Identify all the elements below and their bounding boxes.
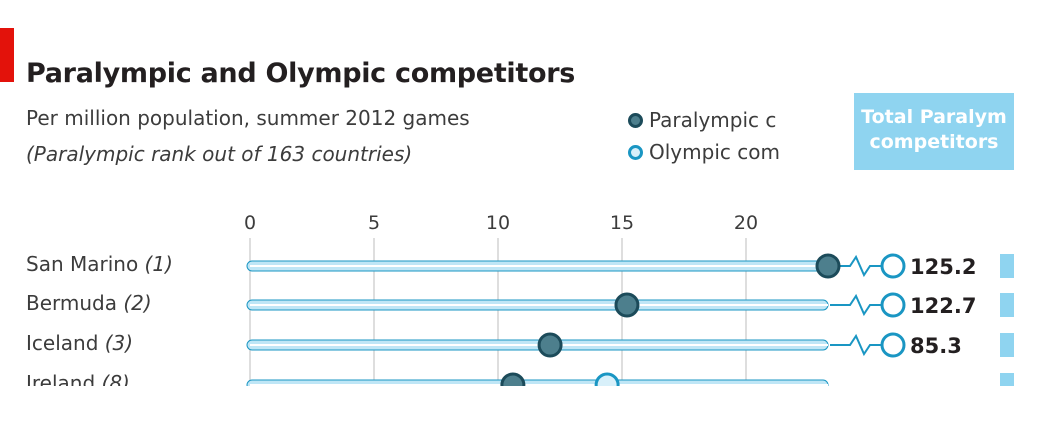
x-tick-label-5: 5 — [368, 212, 380, 234]
country-name: San Marino — [26, 252, 145, 276]
brand-red-tag — [0, 28, 14, 82]
legend-label-olympic: Olympic com — [649, 140, 780, 164]
total-paralympic-header: Total Paralym competitors — [854, 93, 1014, 170]
total-bar-2 — [1000, 333, 1014, 357]
x-tick-label-20: 20 — [734, 212, 758, 234]
country-rank: (3) — [104, 331, 134, 355]
axis-break-0 — [830, 254, 883, 278]
legend-item-olympic: Olympic com — [628, 136, 806, 168]
olympic-value-label-1: 122.7 — [910, 294, 976, 318]
total-bar-1 — [1000, 293, 1014, 317]
x-tick-label-10: 10 — [486, 212, 510, 234]
category-label-1: Bermuda (2) — [26, 291, 152, 315]
country-name: Bermuda — [26, 291, 124, 315]
country-rank: (2) — [123, 291, 152, 315]
category-label-2: Iceland (3) — [26, 331, 133, 355]
x-tick-label-15: 15 — [610, 212, 634, 234]
legend: Paralympic c Olympic com — [628, 104, 806, 170]
olympic-value-label-0: 125.2 — [910, 255, 976, 279]
total-bar-0 — [1000, 254, 1014, 278]
chart-title: Paralympic and Olympic competitors — [26, 58, 576, 89]
chart-subtitle-rank-note: (Paralympic rank out of 163 countries) — [26, 142, 413, 166]
axis-break-1 — [830, 293, 883, 317]
legend-label-paralympic: Paralympic c — [649, 108, 777, 132]
olympic-dot-1 — [880, 292, 906, 318]
paralympic-dot-2 — [537, 332, 563, 358]
total-header-line2: competitors — [869, 131, 999, 153]
legend-item-paralympic: Paralympic c — [628, 104, 806, 136]
total-header-line1: Total Paralym — [861, 106, 1007, 128]
paralympic-dot-0 — [815, 253, 841, 279]
category-label-0: San Marino (1) — [26, 252, 173, 276]
paralympic-dot-1 — [614, 292, 640, 318]
olympic-value-label-2: 85.3 — [910, 334, 962, 358]
bottom-crop — [0, 386, 1041, 438]
paralympic-dot-icon — [628, 112, 643, 128]
olympic-dot-0 — [880, 253, 906, 279]
olympic-dot-2 — [880, 332, 906, 358]
country-name: Iceland — [26, 331, 105, 355]
axis-break-2 — [830, 333, 883, 357]
x-tick-label-0: 0 — [244, 212, 256, 234]
olympic-dot-icon — [628, 144, 643, 160]
chart-subtitle: Per million population, summer 2012 game… — [26, 106, 470, 130]
country-rank: (1) — [144, 252, 173, 276]
